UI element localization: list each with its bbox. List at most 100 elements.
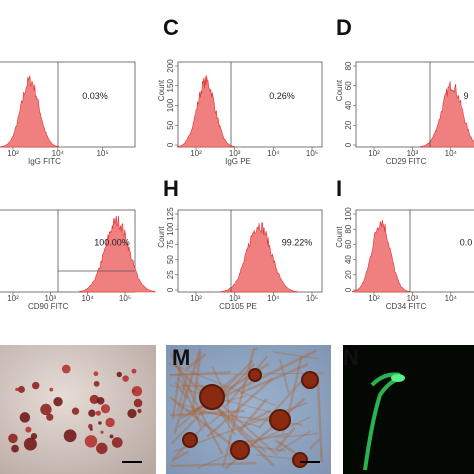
fiber	[276, 430, 311, 453]
fiber	[191, 351, 202, 412]
y-axis-label: Count	[335, 226, 344, 248]
histogram-panel: 100.00% CD90 FITC 10² 10³ 10⁴ 10⁵	[0, 209, 157, 311]
lipid-droplet	[32, 381, 40, 390]
x-tick-label: 10²	[7, 294, 19, 303]
y-tick-label: 50	[166, 255, 175, 264]
fiber	[170, 409, 245, 417]
lipid-droplet	[53, 397, 63, 407]
plot-frame	[355, 61, 474, 148]
x-tick-label: 10²	[190, 149, 202, 158]
lipid-droplet	[93, 380, 100, 387]
x-tick-label: 10⁵	[306, 294, 318, 303]
lipid-droplet	[15, 387, 19, 391]
fiber	[169, 461, 257, 468]
x-tick-label: 10⁵	[119, 294, 131, 303]
lipid-droplet	[131, 368, 137, 374]
fiber	[185, 352, 207, 371]
lipid-droplet	[137, 408, 142, 414]
x-tick-label: 10³	[407, 294, 419, 303]
fiber	[169, 372, 325, 376]
lipid-droplet	[19, 412, 31, 423]
x-tick-label: 10⁴	[445, 294, 458, 303]
nodule	[292, 452, 308, 468]
nodule	[199, 384, 225, 410]
y-tick-label: 0	[344, 287, 353, 292]
lipid-droplet	[131, 385, 143, 397]
fiber	[176, 402, 260, 428]
plot-frame	[0, 61, 136, 148]
lipid-droplet	[88, 424, 93, 429]
fluorescent-cell	[391, 374, 405, 382]
x-axis-label: IgG PE	[225, 157, 251, 166]
y-tick-label: 25	[166, 270, 175, 279]
fiber	[275, 433, 319, 439]
fiber	[173, 348, 202, 435]
x-tick-label: 10⁵	[306, 149, 318, 158]
fiber	[272, 351, 319, 360]
fiber	[181, 383, 203, 428]
fiber	[249, 409, 272, 423]
fiber	[171, 360, 183, 420]
histogram	[0, 75, 60, 148]
fiber	[275, 426, 296, 450]
nodule	[269, 409, 291, 431]
lipid-droplet	[49, 387, 54, 392]
lipid-droplet	[84, 435, 98, 448]
fiber	[169, 396, 236, 449]
y-axis-label: Count	[335, 79, 344, 101]
fiber	[197, 416, 310, 469]
x-tick-label: 10⁴	[445, 149, 458, 158]
x-tick-label: 10⁴	[267, 294, 280, 303]
y-tick-label: 125	[166, 207, 175, 221]
lipid-droplet	[71, 407, 80, 415]
y-tick-label: 100	[344, 207, 353, 221]
percent-label: 0.26%	[269, 91, 295, 101]
fiber	[239, 363, 309, 395]
fiber	[221, 348, 256, 468]
fiber	[320, 449, 323, 457]
plot-frame	[0, 209, 136, 293]
y-tick-label: 50	[166, 120, 175, 129]
x-tick-label: 10²	[7, 149, 19, 158]
y-tick-label: 150	[166, 79, 175, 93]
fiber	[169, 352, 224, 455]
lipid-droplet	[111, 437, 123, 448]
lipid-droplet	[30, 433, 38, 440]
lipid-droplet	[88, 409, 96, 417]
lipid-droplet	[100, 430, 104, 434]
lipid-droplet	[100, 404, 111, 414]
lipid-droplet	[93, 371, 99, 377]
lipid-droplet	[89, 394, 99, 405]
fiber	[208, 411, 225, 425]
histogram	[351, 219, 411, 293]
y-tick-label: 80	[344, 224, 353, 233]
histogram-panel: 99.22% CD105 PE 10² 10³ 10⁴ 10⁵ 0 25 50 75 100125C…	[157, 176, 323, 311]
lipid-droplet	[8, 433, 18, 444]
fiber	[176, 375, 188, 413]
lipid-droplet	[11, 444, 19, 453]
y-axis-label: Count	[157, 226, 166, 248]
lipid-droplet	[46, 413, 54, 421]
percent-label: 99.22%	[282, 237, 313, 247]
image-content	[8, 347, 405, 471]
percent-label: 0.0	[460, 237, 473, 247]
lipid-droplet	[17, 385, 25, 393]
x-tick-label: 10⁴	[52, 149, 65, 158]
y-tick-label: 60	[344, 239, 353, 248]
y-tick-label: 20	[344, 120, 353, 129]
nodule	[248, 368, 262, 382]
panel-letter: N	[343, 345, 359, 370]
fiber	[253, 347, 258, 351]
x-tick-label: 10²	[190, 294, 202, 303]
x-axis-label: CD105 PE	[219, 302, 257, 311]
lipid-droplet	[23, 437, 37, 451]
x-tick-label: 10²	[368, 149, 380, 158]
fiber	[169, 371, 231, 377]
x-axis-label: CD29 FITC	[386, 157, 427, 166]
fiber	[167, 362, 277, 407]
lipid-droplet	[61, 364, 71, 374]
y-tick-label: 20	[344, 270, 353, 279]
x-tick-label: 10⁵	[96, 149, 108, 158]
